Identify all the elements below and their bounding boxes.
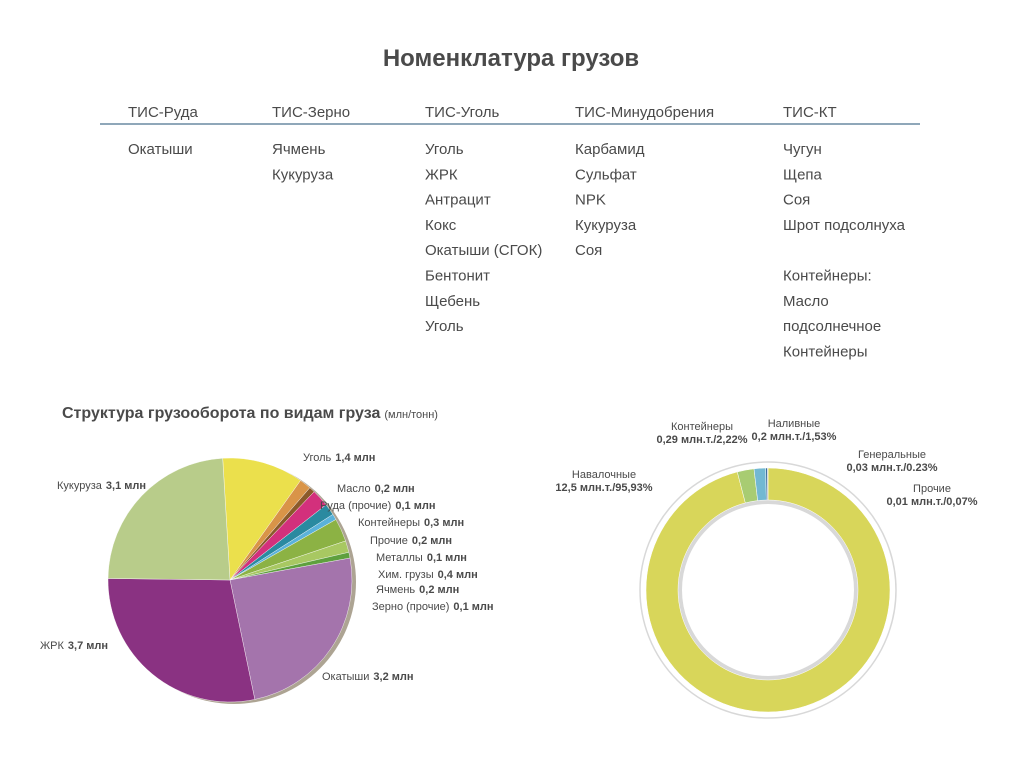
donut-label-value: 0,01 млн.т./0,07% (886, 496, 977, 508)
pie-label: ЖРК 3,7 млн (40, 640, 108, 652)
donut-segment (645, 467, 891, 713)
donut-label-value: 12,5 млн.т./95,93% (555, 482, 652, 494)
column-item: Кукуруза (272, 166, 334, 183)
pie-label: Ячмень 0,2 млн (376, 584, 459, 596)
column-item: Уголь (425, 318, 464, 335)
donut-inner-rim (678, 500, 858, 680)
column-item: Ячмень (272, 141, 326, 158)
pie-label: Прочие 0,2 млн (370, 535, 452, 547)
column-header: ТИС-Руда (128, 104, 199, 121)
column-item: Уголь (425, 141, 464, 158)
pie-slice (107, 458, 231, 581)
column-item: Щепа (783, 166, 823, 183)
column-item: Шрот подсолнуха (783, 217, 906, 234)
pie-label-name: ЖРК (40, 640, 64, 652)
pie-slice (222, 457, 301, 581)
column-item: Антрацит (425, 192, 491, 209)
column-item: Карбамид (575, 141, 645, 158)
pie-slice (107, 578, 256, 703)
pie-label-value: 0,3 млн (424, 517, 464, 529)
pie-label-name: Окатыши (322, 671, 369, 683)
pie-label-value: 3,2 млн (373, 671, 413, 683)
column-item: Сульфат (575, 166, 637, 183)
column-item: Окатыши (128, 141, 193, 158)
pie-label-value: 1,4 млн (335, 452, 375, 464)
pie-label: Кукуруза 3,1 млн (57, 480, 146, 492)
donut-label-name: Контейнеры (671, 421, 733, 433)
pie-label-value: 3,7 млн (68, 640, 108, 652)
pie-label: Масло 0,2 млн (337, 483, 415, 495)
column-item: Контейнеры (783, 343, 868, 360)
pie-label-name: Хим. грузы (378, 569, 434, 581)
column-item: Соя (575, 242, 602, 259)
column-header: ТИС-Зерно (272, 104, 350, 121)
pie-label-value: 0,2 млн (412, 535, 452, 547)
column-item: Щебень (425, 293, 480, 310)
pie-label-name: Руда (прочие) (320, 500, 391, 512)
pie-label-name: Зерно (прочие) (372, 601, 449, 613)
column-header: ТИС-КТ (783, 104, 837, 121)
donut-label-value: 0,29 млн.т./2,22% (656, 434, 747, 446)
donut-label-name: Наливные (768, 418, 821, 430)
pie-label: Руда (прочие) 0,1 млн (320, 500, 435, 512)
pie-label: Окатыши 3,2 млн (322, 671, 414, 683)
pie-label-value: 0,2 млн (375, 483, 415, 495)
donut-label-value: 0,2 млн.т./1,53% (752, 431, 837, 443)
donut-label-value: 0,03 млн.т./0.23% (846, 462, 937, 474)
column-item: подсолнечное (783, 318, 881, 335)
column-item: Чугун (783, 141, 822, 158)
pie-label-value: 0,2 млн (419, 584, 459, 596)
column-item: Кукуруза (575, 217, 637, 234)
pie-label-value: 3,1 млн (106, 480, 146, 492)
donut-label-name: Прочие (913, 483, 951, 495)
column-item: Окатыши (СГОК) (425, 242, 542, 259)
column-item: NPK (575, 192, 606, 209)
donut-label-name: Генеральные (858, 449, 926, 461)
column-item: Контейнеры: (783, 268, 872, 285)
donut-label-name: Навалочные (572, 469, 636, 481)
pie-label-name: Металлы (376, 552, 423, 564)
pie-label-name: Кукуруза (57, 480, 103, 492)
column-item: Масло (783, 293, 829, 310)
pie-label: Контейнеры 0,3 млн (358, 517, 464, 529)
donut-segment (767, 467, 769, 501)
pie-title-text: Структура грузооборота по видам груза (62, 405, 380, 422)
pie-label: Уголь 1,4 млн (303, 452, 375, 464)
pie-label-value: 0,1 млн (453, 601, 493, 613)
column-header: ТИС-Уголь (425, 104, 500, 121)
pie-label-value: 0,4 млн (438, 569, 478, 581)
pie-label: Металлы 0,1 млн (376, 552, 467, 564)
column-header: ТИС-Минудобрения (575, 104, 714, 121)
pie-title: Структура грузооборота по видам груза (мл… (62, 405, 438, 422)
pie-label-name: Прочие (370, 535, 408, 547)
pie-label-name: Контейнеры (358, 517, 420, 529)
pie-label-value: 0,1 млн (395, 500, 435, 512)
donut-outline (639, 461, 897, 719)
pie-label-value: 0,1 млн (427, 552, 467, 564)
column-item: Бентонит (425, 268, 490, 285)
column-item: Кокс (425, 217, 457, 234)
pie-label-name: Уголь (303, 452, 332, 464)
pie-label-name: Ячмень (376, 584, 415, 596)
pie-label: Хим. грузы 0,4 млн (378, 569, 478, 581)
pie-label-name: Масло (337, 483, 371, 495)
pie-slice (229, 557, 353, 700)
pie-subtitle: (млн/тонн) (384, 409, 438, 421)
page-title: Номенклатура грузов (383, 45, 639, 72)
column-item: ЖРК (425, 166, 458, 183)
column-item: Соя (783, 192, 810, 209)
pie-label: Зерно (прочие) 0,1 млн (372, 601, 494, 613)
